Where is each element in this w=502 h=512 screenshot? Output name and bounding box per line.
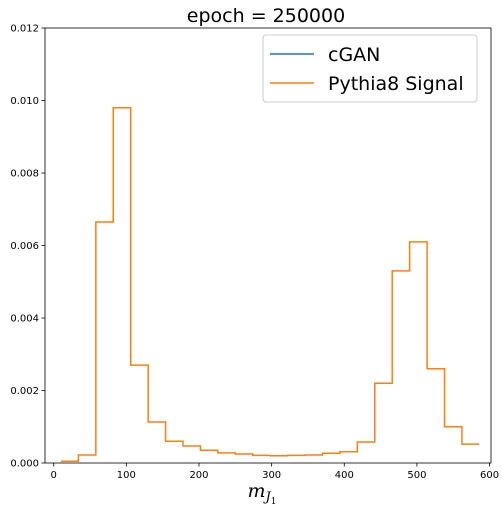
y-tick-label: 0.006 <box>10 241 39 252</box>
legend-label-pythia8-signal: Pythia8 Signal <box>328 73 464 95</box>
x-tick-label: 100 <box>117 470 136 481</box>
x-tick-label: 300 <box>262 470 281 481</box>
y-tick-label: 0.000 <box>10 459 39 470</box>
x-axis: 0 100 200 300 400 500 600 <box>51 463 499 481</box>
x-tick-label: 0 <box>51 470 57 481</box>
y-tick-label: 0.004 <box>10 314 39 325</box>
x-tick-label: 600 <box>480 470 499 481</box>
chart-title: epoch = 250000 <box>187 5 345 27</box>
series-layer <box>60 107 480 462</box>
x-tick-label: 400 <box>335 470 354 481</box>
x-axis-label: mJ1 <box>248 480 277 507</box>
x-tick-label: 200 <box>189 470 208 481</box>
y-tick-label: 0.008 <box>10 169 39 180</box>
x-tick-label: 500 <box>407 470 426 481</box>
y-axis: 0.000 0.002 0.004 0.006 0.008 0.010 0.012 <box>10 24 45 470</box>
legend-label-cgan: cGAN <box>328 44 380 66</box>
legend-box <box>262 34 478 103</box>
y-tick-label: 0.002 <box>10 386 39 397</box>
legend: cGAN Pythia8 Signal <box>262 34 478 103</box>
series-line-pythia8-signal <box>60 107 480 462</box>
y-tick-label: 0.012 <box>10 24 39 35</box>
y-tick-label: 0.010 <box>10 96 39 107</box>
